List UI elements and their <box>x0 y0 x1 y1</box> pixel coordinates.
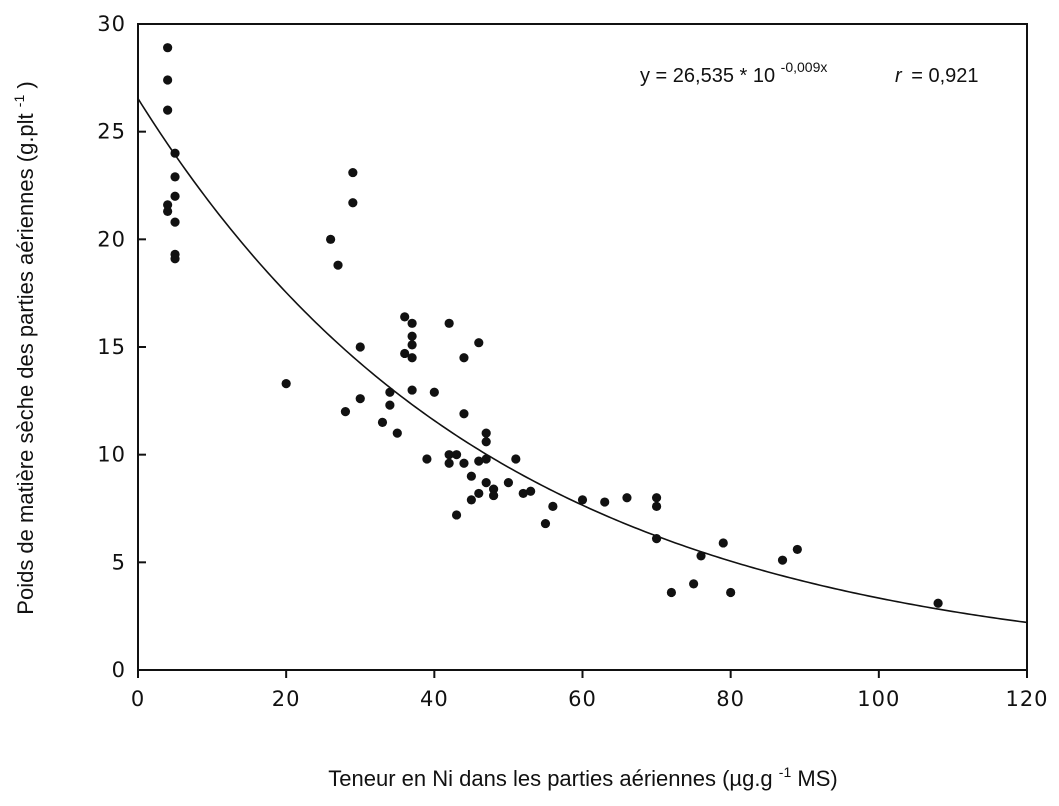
data-point <box>511 454 521 464</box>
data-point <box>666 587 677 598</box>
data-point <box>170 148 180 158</box>
data-point <box>444 458 454 468</box>
data-point <box>163 43 173 53</box>
data-point <box>651 501 662 511</box>
data-point <box>548 501 558 511</box>
data-point <box>400 312 410 322</box>
data-point <box>407 318 417 328</box>
data-point <box>170 191 180 201</box>
data-point <box>407 331 417 341</box>
y-tick-label: 20 <box>97 227 126 251</box>
data-point <box>503 478 514 488</box>
equation-exponent: -0,009x <box>781 59 828 75</box>
x-tick-label: 120 <box>1005 687 1048 711</box>
data-point <box>474 338 484 348</box>
data-point <box>333 260 343 270</box>
data-point <box>170 254 180 264</box>
data-point <box>385 387 395 397</box>
data-point <box>377 417 388 427</box>
data-point <box>451 450 462 460</box>
data-point <box>407 340 417 350</box>
x-tick-label: 0 <box>131 687 145 711</box>
data-point <box>466 495 476 505</box>
data-point <box>489 484 499 494</box>
data-point <box>407 353 417 363</box>
data-point <box>444 450 454 460</box>
data-point <box>348 167 358 178</box>
x-tick-label: 40 <box>420 687 449 711</box>
data-point <box>600 497 610 507</box>
x-tick-label: 60 <box>568 687 597 711</box>
data-point <box>355 394 365 404</box>
data-point <box>474 488 484 499</box>
x-tick-label: 100 <box>857 687 900 711</box>
y-axis-ticks: 0 5 10 15 20 25 30 <box>97 12 146 682</box>
data-point <box>689 579 699 589</box>
data-point <box>451 510 462 520</box>
data-point <box>526 486 536 496</box>
x-tick-label: 80 <box>716 687 745 711</box>
data-point <box>481 454 491 464</box>
data-point <box>444 318 454 328</box>
data-point <box>622 493 632 503</box>
data-point <box>326 234 336 244</box>
data-point <box>481 428 491 438</box>
data-point <box>340 407 351 417</box>
data-point <box>481 478 491 488</box>
data-point <box>540 518 551 529</box>
regression-curve <box>137 98 1028 624</box>
data-point <box>348 198 358 208</box>
y-tick-label: 15 <box>97 335 126 359</box>
data-point <box>163 75 173 85</box>
data-point <box>422 454 432 464</box>
data-point <box>392 428 402 438</box>
data-point <box>400 348 410 359</box>
data-point <box>933 598 943 608</box>
r-label: r <box>895 65 903 87</box>
equation-main: y = 26,535 * 10 <box>640 65 775 87</box>
data-point <box>777 555 788 565</box>
data-point <box>718 538 728 548</box>
y-tick-label: 30 <box>97 12 126 36</box>
data-point <box>792 544 802 555</box>
y-axis-title: Poids de matière sèche des parties aérie… <box>4 81 38 614</box>
data-point <box>489 490 499 501</box>
plot-frame <box>137 23 1028 671</box>
y-tick-label: 10 <box>97 443 126 467</box>
data-point <box>466 471 476 481</box>
x-axis-title: Teneur en Ni dans les parties aériennes … <box>328 757 837 791</box>
data-point <box>481 437 491 447</box>
data-point <box>170 172 180 182</box>
data-point <box>429 387 439 397</box>
y-tick-label: 25 <box>97 120 126 144</box>
data-point <box>163 206 173 216</box>
data-point <box>281 379 291 389</box>
data-point <box>726 587 736 598</box>
x-tick-label: 20 <box>272 687 301 711</box>
data-point <box>385 400 395 410</box>
x-axis-ticks: 0 20 40 60 80 100 120 <box>131 670 1048 711</box>
data-point <box>696 551 706 561</box>
y-tick-label: 0 <box>112 658 126 682</box>
data-point <box>355 342 365 352</box>
correlation-annotation: r = 0,921 <box>895 65 979 87</box>
data-point <box>651 534 662 544</box>
data-point <box>163 200 173 210</box>
data-point <box>651 493 662 503</box>
data-points <box>163 43 943 608</box>
data-point <box>459 409 469 419</box>
data-point <box>407 385 417 395</box>
data-point <box>518 488 528 499</box>
data-point <box>459 353 469 363</box>
r-value: = 0,921 <box>911 65 978 87</box>
data-point <box>163 105 173 115</box>
data-point <box>474 456 484 466</box>
y-tick-label: 5 <box>112 550 126 574</box>
data-point <box>459 458 469 468</box>
data-point <box>170 217 180 227</box>
data-point <box>577 495 588 505</box>
equation-annotation: y = 26,535 * 10 -0,009x <box>640 59 827 87</box>
